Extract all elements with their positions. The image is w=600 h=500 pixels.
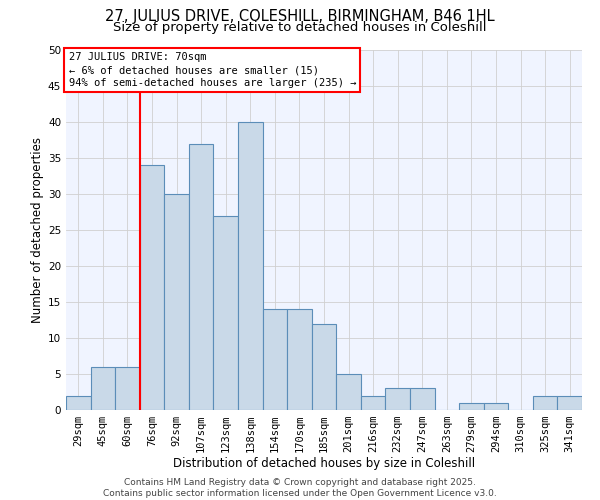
Bar [140, 165, 164, 410]
Bar [214, 216, 238, 410]
Bar [91, 367, 115, 410]
Bar [410, 388, 434, 410]
Bar [484, 403, 508, 410]
Text: 27 JULIUS DRIVE: 70sqm
← 6% of detached houses are smaller (15)
94% of semi-deta: 27 JULIUS DRIVE: 70sqm ← 6% of detached … [68, 52, 356, 88]
Bar [238, 122, 263, 410]
Bar [189, 144, 214, 410]
Text: Size of property relative to detached houses in Coleshill: Size of property relative to detached ho… [113, 21, 487, 34]
Bar [115, 367, 140, 410]
Bar [361, 396, 385, 410]
Bar [287, 309, 312, 410]
Text: 27, JULIUS DRIVE, COLESHILL, BIRMINGHAM, B46 1HL: 27, JULIUS DRIVE, COLESHILL, BIRMINGHAM,… [105, 9, 495, 24]
Bar [385, 388, 410, 410]
Bar [263, 309, 287, 410]
Bar [164, 194, 189, 410]
Bar [533, 396, 557, 410]
X-axis label: Distribution of detached houses by size in Coleshill: Distribution of detached houses by size … [173, 456, 475, 469]
Text: Contains HM Land Registry data © Crown copyright and database right 2025.
Contai: Contains HM Land Registry data © Crown c… [103, 478, 497, 498]
Bar [66, 396, 91, 410]
Bar [557, 396, 582, 410]
Bar [336, 374, 361, 410]
Y-axis label: Number of detached properties: Number of detached properties [31, 137, 44, 323]
Bar [459, 403, 484, 410]
Bar [312, 324, 336, 410]
